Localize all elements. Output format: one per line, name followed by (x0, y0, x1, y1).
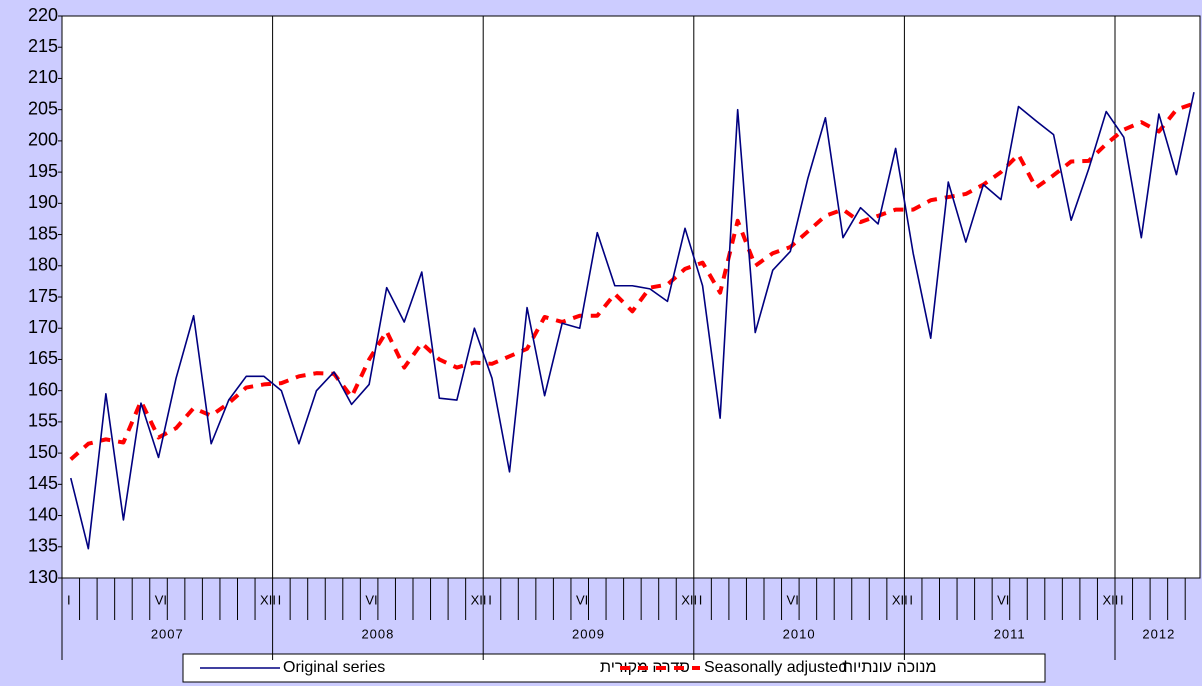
y-tick-label: 160 (28, 379, 58, 399)
year-label: 2007 (151, 626, 184, 641)
legend-label: Seasonally adjusted (704, 659, 847, 676)
year-label: 2012 (1142, 626, 1175, 641)
y-tick-label: 205 (28, 98, 58, 118)
x-tick-label: XII (892, 592, 908, 607)
y-tick-label: 220 (28, 5, 58, 25)
y-tick-label: 210 (28, 67, 58, 87)
x-tick-label: XII (1102, 592, 1118, 607)
legend-label: Original series (283, 659, 385, 676)
x-tick-label: VI (787, 592, 799, 607)
y-tick-label: 200 (28, 130, 58, 150)
y-tick-label: 155 (28, 411, 58, 431)
legend-label-he: מנוכה עונתיות (842, 659, 936, 676)
x-tick-label: I (488, 592, 492, 607)
year-label: 2008 (361, 626, 394, 641)
year-label: 2010 (783, 626, 816, 641)
x-tick-label: XII (260, 592, 276, 607)
y-tick-label: 180 (28, 255, 58, 275)
y-tick-label: 185 (28, 223, 58, 243)
x-tick-label: XII (471, 592, 487, 607)
series-line (69, 92, 1195, 550)
x-tick-label: I (1120, 592, 1124, 607)
x-tick-label: VI (155, 592, 167, 607)
x-tick-label: I (909, 592, 913, 607)
year-label: 2009 (572, 626, 605, 641)
x-tick-label: VI (576, 592, 588, 607)
y-tick-label: 130 (28, 567, 58, 587)
legend (182, 653, 1046, 683)
y-tick-label: 195 (28, 161, 58, 181)
x-tick-label: I (699, 592, 703, 607)
plot-area (61, 15, 1201, 579)
x-tick-label: I (67, 592, 71, 607)
x-tick-label: VI (365, 592, 377, 607)
y-tick-label: 140 (28, 504, 58, 524)
x-tick-label: XII (681, 592, 697, 607)
x-tick-label: I (278, 592, 282, 607)
y-tick-label: 145 (28, 473, 58, 493)
y-tick-label: 165 (28, 348, 58, 368)
x-tick-label: VI (997, 592, 1009, 607)
y-tick-label: 175 (28, 286, 58, 306)
y-tick-label: 135 (28, 536, 58, 556)
series-line (69, 101, 1195, 461)
year-label: 2011 (994, 626, 1026, 641)
y-tick-label: 150 (28, 442, 58, 462)
y-tick-label: 170 (28, 317, 58, 337)
y-tick-label: 215 (28, 36, 58, 56)
y-tick-label: 190 (28, 192, 58, 212)
